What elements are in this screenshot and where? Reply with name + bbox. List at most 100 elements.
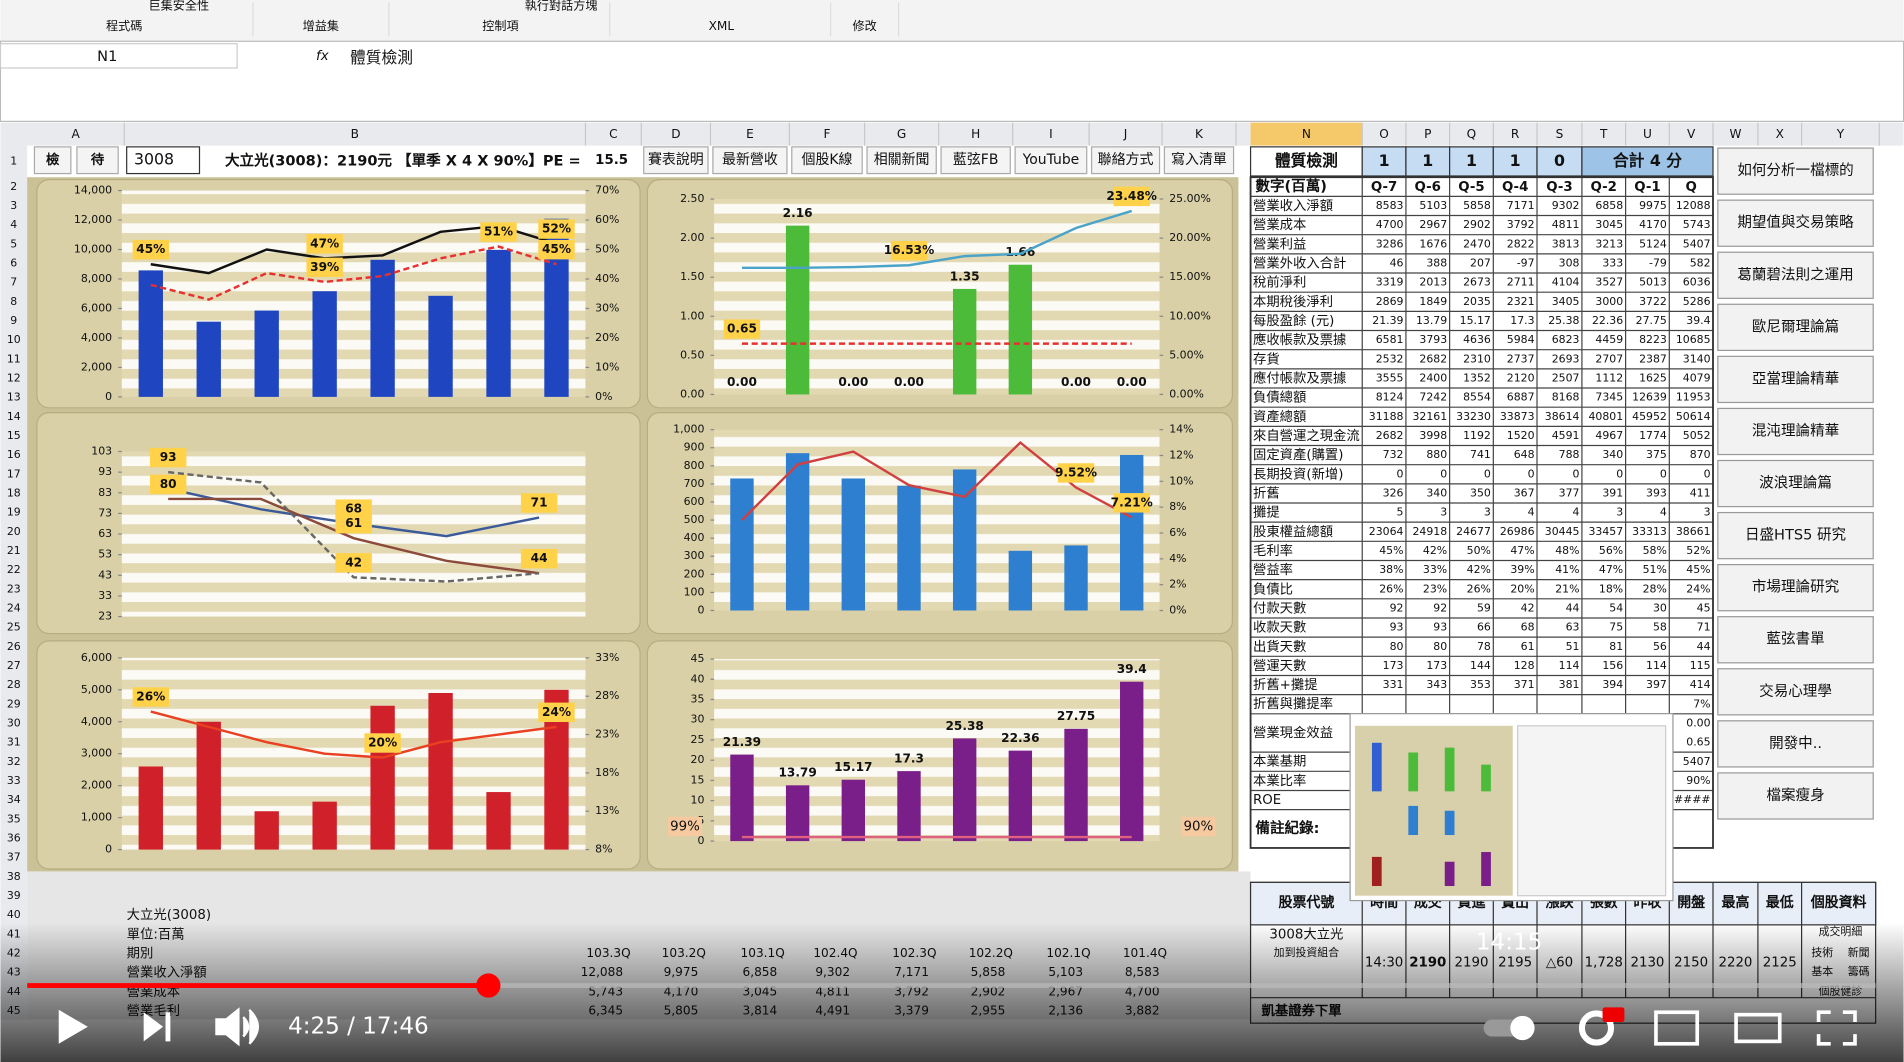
label-box (335, 513, 372, 534)
row-label: 營業利益 (1253, 236, 1306, 252)
score: 0 (1554, 151, 1565, 170)
side-button[interactable] (1717, 459, 1874, 508)
cell: 63 (1566, 621, 1580, 634)
cell: 40801 (1588, 410, 1623, 423)
cell: 371 (1514, 678, 1535, 691)
cell: 2470 (1463, 237, 1491, 250)
button[interactable] (76, 146, 119, 175)
button[interactable] (1163, 146, 1235, 175)
side-button[interactable] (1717, 303, 1874, 352)
progress-track[interactable] (27, 983, 1876, 988)
cell: 340 (1602, 448, 1623, 461)
tick-label: 700 (684, 477, 705, 490)
thumb-bar (1481, 764, 1491, 792)
name-box[interactable] (0, 43, 238, 69)
cell: 78 (1477, 640, 1491, 653)
play-button[interactable] (58, 1009, 88, 1044)
cell: 326 (1383, 487, 1404, 500)
data-label: 21.39 (723, 735, 761, 749)
button-label: 寫入清單 (1171, 151, 1227, 168)
tick-label: 13% (595, 804, 619, 817)
tick-label: 300 (684, 549, 705, 562)
button[interactable] (1014, 146, 1088, 175)
side-button[interactable] (1717, 199, 1874, 247)
side-button[interactable] (1717, 407, 1874, 456)
data-label: 2.16 (783, 206, 813, 220)
tick-label: 25 (691, 733, 705, 746)
button[interactable] (866, 146, 937, 175)
cell: 1625 (1639, 372, 1667, 385)
side-button[interactable] (1717, 147, 1874, 195)
button[interactable] (643, 146, 709, 175)
preview-time: 14:15 (1476, 930, 1542, 956)
side-button[interactable] (1717, 668, 1874, 716)
cell: 340 (1426, 487, 1447, 500)
cell: 3319 (1376, 276, 1404, 289)
plot-area (714, 199, 1160, 395)
tick-label: 33 (98, 589, 112, 602)
settings-button[interactable] (1578, 1010, 1615, 1046)
progress-handle[interactable] (476, 973, 501, 998)
side-button[interactable] (1717, 720, 1874, 768)
cell: 4636 (1463, 333, 1491, 346)
cell: 114 (1646, 659, 1667, 672)
button[interactable] (1090, 146, 1161, 175)
stock-input[interactable] (126, 146, 201, 175)
data-label: 17.3 (894, 751, 924, 765)
tick-label: 33% (595, 651, 619, 664)
cell: 3405 (1552, 295, 1580, 308)
volume-button[interactable] (215, 1007, 259, 1047)
side-button[interactable] (1717, 251, 1874, 299)
tick-label: 0.50 (680, 348, 704, 361)
cell: 3 (1484, 506, 1491, 519)
data-label: 26% (136, 689, 165, 703)
button[interactable] (712, 146, 788, 175)
side-button[interactable] (1717, 564, 1874, 612)
cell: 391 (1602, 487, 1623, 500)
cell: 4104 (1552, 276, 1580, 289)
bar (428, 295, 453, 397)
next-button[interactable] (143, 1012, 171, 1042)
cell: 5407 (1683, 237, 1711, 250)
cell: 21% (1555, 582, 1579, 595)
cell: 8223 (1639, 333, 1667, 346)
side-button[interactable] (1717, 511, 1874, 560)
overlay-text: 4:25 / 17:46 14:15 (288, 930, 1542, 1040)
button[interactable] (940, 146, 1011, 175)
data-label: 0.00 (838, 375, 868, 389)
tick-label: 5,000 (81, 683, 112, 696)
tick-label: 0 (697, 603, 704, 616)
fullscreen-button[interactable] (1816, 1010, 1857, 1046)
column-header: F (823, 127, 830, 141)
column-header: W (1729, 127, 1741, 141)
quote-header-cell: 最高 (1722, 894, 1750, 911)
row-number: 40 (7, 908, 21, 921)
row-number: 4 (10, 218, 17, 231)
cell: 3813 (1552, 237, 1580, 250)
side-button[interactable] (1717, 616, 1874, 664)
miniplayer-button[interactable] (1654, 1010, 1700, 1046)
side-button[interactable] (1717, 355, 1874, 404)
cell: 6887 (1507, 391, 1535, 404)
row-number: 23 (7, 582, 21, 595)
cell: 343 (1426, 678, 1447, 691)
theater-button[interactable] (1734, 1012, 1782, 1044)
side-button[interactable] (1717, 772, 1874, 820)
tick-label: 12,000 (74, 213, 112, 226)
side-button-label: 波浪理論篇 (1759, 474, 1832, 492)
row-label: 營運天數 (1253, 658, 1306, 674)
stock-code: 3008 (134, 150, 174, 169)
cell: 2321 (1507, 295, 1535, 308)
tick-label: 0 (697, 834, 704, 847)
cell: 39.4 (1686, 314, 1710, 327)
row-label: 營業現金效益 (1253, 725, 1333, 741)
cell: 42 (1521, 602, 1535, 615)
button[interactable] (33, 146, 72, 175)
cell: 46 (1390, 257, 1404, 270)
button[interactable] (791, 146, 863, 175)
row-label: 營益率 (1253, 561, 1293, 578)
row-number: 25 (7, 621, 21, 634)
cell: 3998 (1419, 429, 1447, 442)
bar (370, 259, 395, 397)
cell: 5286 (1683, 295, 1711, 308)
